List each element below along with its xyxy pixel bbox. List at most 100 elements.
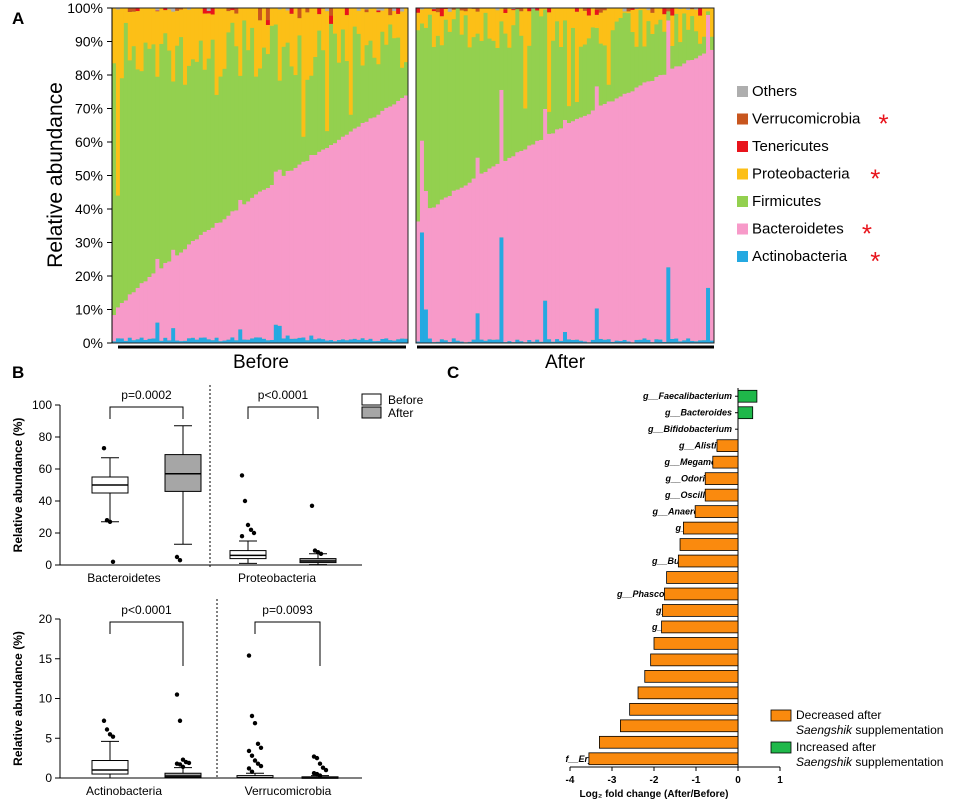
before-sample-actinobacteria-segment [131, 340, 137, 343]
before-sample-bacteroidetes-segment [230, 211, 235, 338]
before-sample-firmicutes-segment [167, 50, 172, 262]
after-sample-firmicutes-segment [602, 45, 608, 104]
panel-a-y-tick-label: 90% [75, 34, 103, 50]
after-sample-others-segment [531, 8, 536, 10]
after-sample-tenericutes-segment [511, 9, 516, 11]
legend-label-others: Others [752, 83, 797, 100]
after-sample-firmicutes-segment [491, 40, 496, 167]
after-sample-actinobacteria-segment [694, 341, 699, 343]
legend-swatch-tenericutes [737, 141, 748, 152]
after-sample-proteobacteria-segment [674, 8, 679, 14]
legend-significance-star: * [870, 164, 880, 194]
panel-label-b: B [12, 363, 24, 382]
after-sample-firmicutes-segment [642, 46, 647, 83]
panel-label-c: C [447, 363, 459, 382]
panel-c-legend-suffix: supplementation [852, 755, 943, 769]
before-sample-proteobacteria-segment [273, 8, 279, 25]
panel-c-category-label: g__Odoribacter [664, 474, 732, 484]
fold-change-bar [683, 521, 739, 535]
after-sample-verrucomicrobia-segment [515, 8, 520, 10]
before-sample-bacteroidetes-segment [340, 136, 346, 340]
before-sample-bacteroidetes-segment [242, 204, 247, 340]
panel-b-x-category-label: Verrucomicrobia [245, 784, 332, 798]
panel-c-x-tick-label: -1 [692, 775, 701, 786]
after-sample-bacteroidetes-segment [598, 105, 604, 339]
after-sample-proteobacteria-segment [487, 8, 492, 39]
after-sample-actinobacteria-segment [606, 339, 612, 343]
before-sample-actinobacteria-segment [325, 340, 330, 343]
after-sample-proteobacteria-segment [650, 12, 655, 35]
before-sample-firmicutes-segment [400, 67, 405, 98]
after-sample-firmicutes-segment [638, 10, 643, 86]
before-sample-actinobacteria-segment [171, 328, 176, 343]
after-sample-proteobacteria-segment [467, 8, 472, 48]
after-sample-firmicutes-segment [658, 19, 663, 76]
before-sample-bacteroidetes-segment [309, 154, 314, 336]
after-sample-firmicutes-segment [682, 13, 687, 64]
after-sample-proteobacteria-segment [523, 8, 528, 109]
before-sample-proteobacteria-segment [246, 8, 251, 51]
before-sample-actinobacteria-segment [119, 338, 125, 343]
before-sample-bacteroidetes-segment [404, 95, 409, 339]
before-sample-proteobacteria-segment [218, 8, 223, 77]
significance-bracket [109, 621, 184, 666]
before-sample-firmicutes-segment [210, 39, 215, 228]
panel-b-y-tick-label: 20 [39, 612, 53, 626]
before-sample-verrucomicrobia-segment [131, 8, 137, 12]
after-sample-actinobacteria-segment [447, 341, 453, 343]
before-sample-actinobacteria-segment [289, 338, 294, 343]
after-sample-bacteroidetes-segment [463, 185, 468, 343]
before-sample-actinobacteria-segment [163, 337, 168, 343]
before-sample-actinobacteria-segment [175, 340, 180, 343]
before-sample-bacteroidetes-segment [202, 231, 208, 338]
before-sample-tenericutes-segment [210, 8, 215, 15]
before-sample-actinobacteria-segment [179, 341, 184, 343]
after-sample-firmicutes-segment [423, 27, 429, 192]
after-sample-actinobacteria-segment [487, 339, 492, 343]
panel-b-y-axis-label: Relative abundance (%) [11, 631, 25, 766]
before-sample-actinobacteria-segment [112, 341, 117, 343]
before-sample-actinobacteria-segment [336, 340, 342, 343]
after-sample-firmicutes-segment [527, 45, 532, 146]
before-sample-proteobacteria-segment [210, 14, 215, 40]
after-sample-proteobacteria-segment [610, 8, 616, 31]
before-sample-firmicutes-segment [404, 62, 409, 96]
after-sample-proteobacteria-segment [670, 15, 675, 46]
after-sample-actinobacteria-segment [459, 341, 465, 343]
after-sample-bacteroidetes-segment [610, 101, 616, 342]
after-sample-firmicutes-segment [666, 11, 671, 21]
after-sample-bacteroidetes-segment [674, 66, 679, 339]
after-sample-bacteroidetes-segment [590, 110, 596, 340]
fold-change-bar [712, 455, 739, 469]
panel-a-y-tick-label: 20% [75, 268, 103, 284]
after-sample-firmicutes-segment [431, 47, 437, 208]
after-sample-firmicutes-segment [650, 34, 655, 81]
fold-change-bar [704, 472, 739, 485]
before-sample-others-segment [380, 8, 385, 11]
box-outlier-point [317, 761, 323, 766]
before-sample-bacteroidetes-segment [321, 149, 326, 340]
before-sample-bacteroidetes-segment [388, 106, 393, 341]
after-sample-actinobacteria-segment [622, 339, 627, 343]
box-outlier-point [317, 773, 323, 778]
legend-swatch-actinobacteria [737, 251, 748, 262]
after-sample-firmicutes-segment [563, 20, 568, 120]
before-sample-firmicutes-segment [159, 43, 164, 269]
after-sample-proteobacteria-segment [479, 8, 484, 41]
after-sample-actinobacteria-segment [443, 340, 449, 343]
after-sample-firmicutes-segment [523, 108, 528, 150]
before-sample-proteobacteria-segment [380, 10, 385, 32]
panel-c-category-label: g__Anaerotruncus [651, 507, 732, 517]
before-sample-actinobacteria-segment [238, 329, 243, 343]
after-sample-actinobacteria-segment [662, 341, 667, 343]
box-outlier-point [309, 503, 315, 508]
after-sample-tenericutes-segment [431, 9, 437, 12]
after-sample-proteobacteria-segment [443, 8, 449, 20]
before-sample-proteobacteria-segment [222, 8, 227, 69]
panel-a-stacked-bar-chart: Relative abundance 0% 10% 20% 30% 40% 50% 60% 7… [44, 0, 889, 373]
after-sample-firmicutes-segment [511, 25, 516, 157]
panel-b-top-subplot: 0 20 40 60 80 100 Relative abundance (%) p=0.00… [11, 385, 362, 585]
after-sample-actinobacteria-segment [702, 340, 707, 343]
